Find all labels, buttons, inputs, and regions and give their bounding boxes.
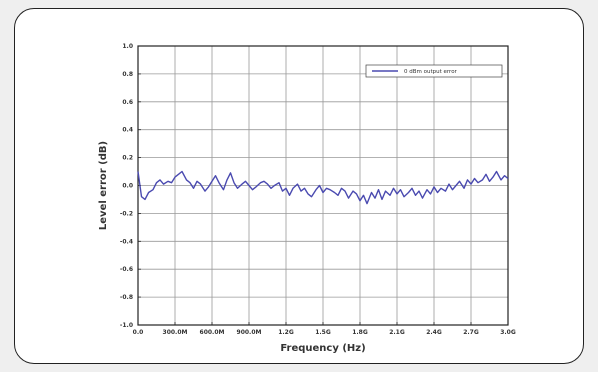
x-tick-label: 900.0M <box>237 329 262 336</box>
x-axis-title: Frequency (Hz) <box>280 343 365 354</box>
grid-lines <box>138 46 508 325</box>
y-tick-label: -0.6 <box>120 266 133 273</box>
y-tick-label: 0.0 <box>122 183 133 190</box>
y-axis-title: Level error (dB) <box>98 141 109 230</box>
y-tick-label: 1.0 <box>122 43 133 50</box>
legend-box <box>365 64 503 78</box>
x-tick-label: 1.5G <box>315 329 331 336</box>
x-tick-label: 300.0M <box>163 329 188 336</box>
legend: 0 dBm output error <box>365 64 503 78</box>
x-tick-labels: 0.0 300.0M 600.0M 900.0M 1.2G 1.5G 1.8G 2.1G 2.4… <box>133 329 516 336</box>
y-tick-labels: 1.0 0.8 0.6 0.4 0.2 0.0 -0.2 -0.4 -0.6 -0.8 -1.0 <box>120 43 133 329</box>
legend-entry-label: 0 dBm output error <box>404 69 458 75</box>
y-tick-label: -0.4 <box>120 238 133 245</box>
x-tick-label: 1.8G <box>352 329 368 336</box>
x-tick-label: 2.1G <box>389 329 405 336</box>
x-tick-label: 1.2G <box>278 329 294 336</box>
y-tick-label: -0.2 <box>120 210 133 217</box>
y-tick-label: 0.8 <box>122 71 133 78</box>
x-tick-label: 2.7G <box>463 329 479 336</box>
y-tick-label: 0.2 <box>122 155 133 162</box>
axis-ticks <box>137 45 509 326</box>
x-tick-label: 3.0G <box>500 329 516 336</box>
x-tick-label: 600.0M <box>200 329 225 336</box>
series-line-0dbm-output-error <box>137 170 509 205</box>
x-tick-label: 2.4G <box>426 329 442 336</box>
y-tick-label: -0.8 <box>120 294 133 301</box>
y-tick-label: 0.4 <box>122 127 133 134</box>
x-tick-label: 0.0 <box>133 329 144 336</box>
y-tick-label: -1.0 <box>120 322 133 329</box>
y-tick-label: 0.6 <box>122 99 133 106</box>
